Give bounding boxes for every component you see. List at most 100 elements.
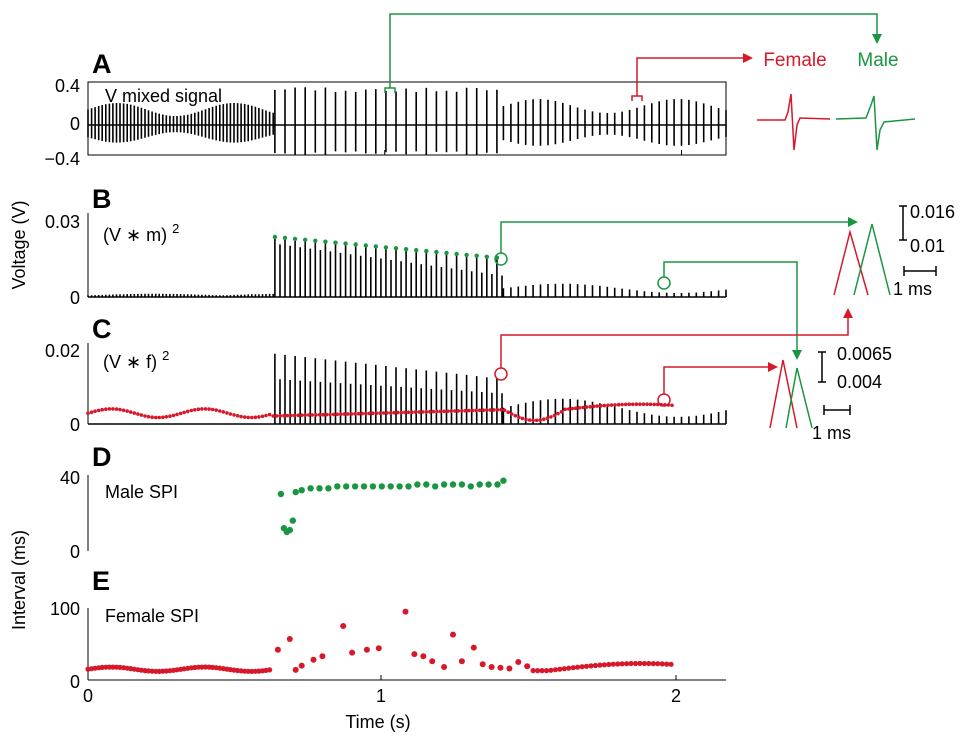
female-envelope-point <box>331 412 336 417</box>
xtick-1: 1 <box>376 686 386 706</box>
female-envelope-point <box>595 404 599 408</box>
female-envelope-point <box>510 412 514 416</box>
ytick-c-top: 0.02 <box>45 341 80 361</box>
female-spi-baseline-point <box>619 661 625 667</box>
female-envelope-point <box>289 413 293 418</box>
female-envelope-point <box>449 409 454 413</box>
female-envelope-point <box>221 410 226 414</box>
female-spi-baseline-point <box>628 660 634 667</box>
female-envelope-point <box>399 410 404 415</box>
female-envelope-point <box>232 413 236 417</box>
female-envelope-point <box>524 417 528 422</box>
female-envelope-point <box>438 409 443 414</box>
inset-c-value-scalebar <box>818 351 826 383</box>
female-spi-points <box>85 608 674 675</box>
female-envelope-point <box>485 408 489 412</box>
female-envelope-point <box>278 414 283 418</box>
panel-label-a: A <box>92 49 112 79</box>
female-envelope-point <box>164 415 169 419</box>
female-envelope-point <box>335 412 340 417</box>
inset-b-time-label: 1 ms <box>893 279 932 299</box>
female-envelope-point <box>488 408 493 412</box>
female-envelope-point <box>196 407 201 412</box>
female-envelope-point <box>371 411 375 416</box>
arrowhead-b2 <box>792 350 802 360</box>
female-envelope-point <box>638 402 642 407</box>
female-spi-baseline-point <box>597 662 603 668</box>
legend-male-label: Male <box>857 50 898 71</box>
female-envelope-point <box>620 402 624 407</box>
female-envelope-point <box>456 409 461 413</box>
inset-c-value-bottom: 0.004 <box>837 372 882 392</box>
female-envelope-point <box>420 410 425 414</box>
female-envelope-point <box>584 405 589 409</box>
female-spi-point <box>488 664 495 670</box>
female-envelope-point <box>228 412 233 416</box>
female-envelope-point <box>203 407 208 411</box>
ytick-c-bottom: 0 <box>70 415 80 435</box>
female-envelope-point <box>463 408 468 413</box>
male-spi-point <box>423 481 430 488</box>
male-peak-circle-b2 <box>657 276 671 290</box>
female-envelope-point <box>513 413 518 418</box>
male-filter-spikes <box>87 237 727 297</box>
female-envelope-point <box>214 408 218 412</box>
female-envelope-point <box>324 412 329 417</box>
female-spi-baseline-point <box>637 660 643 667</box>
female-envelope-point <box>314 413 318 417</box>
inset-b-time-scalebar <box>903 266 937 276</box>
inset-c: 0.0065 0.004 1 ms <box>769 344 892 443</box>
female-filter-spikes <box>274 353 727 424</box>
female-envelope-point <box>506 410 511 415</box>
female-envelope-point <box>599 404 603 408</box>
ytick-d-bottom: 0 <box>70 542 80 562</box>
female-envelope-point <box>125 409 129 413</box>
female-envelope-point <box>453 409 457 413</box>
female-envelope-point <box>588 405 592 409</box>
arrowhead-c1 <box>843 308 853 318</box>
male-spi-point <box>476 481 483 488</box>
female-envelope-point <box>477 408 482 413</box>
female-envelope-point <box>328 412 332 417</box>
male-peak-point <box>474 253 479 258</box>
time-axis-label: Time (s) <box>345 712 410 732</box>
male-spi-point <box>292 488 299 496</box>
female-envelope-point <box>185 409 190 414</box>
ytick-a-mid: 0 <box>70 114 80 134</box>
female-envelope-point <box>417 410 422 414</box>
female-envelope-point <box>670 403 674 408</box>
male-spi-point <box>316 485 323 492</box>
male-eod-waveform <box>835 95 916 151</box>
male-spi-point <box>396 483 403 490</box>
female-envelope-point <box>542 417 546 422</box>
panel-label-e: E <box>92 566 110 596</box>
female-envelope-point <box>346 412 350 416</box>
male-spi-point <box>405 483 412 490</box>
male-spi-point <box>351 483 359 490</box>
male-peak-markers <box>272 234 500 260</box>
female-envelope-point <box>86 411 90 416</box>
female-envelope-point <box>307 413 311 417</box>
female-spi-baseline-point <box>659 661 665 667</box>
female-envelope-point <box>349 412 354 416</box>
female-envelope-point <box>634 402 639 407</box>
male-spi-point <box>307 485 314 492</box>
panel-e: E 100 0 Female SPI 0 1 2 <box>50 566 726 706</box>
female-envelope-point <box>267 412 272 417</box>
interval-axis-label: Interval (ms) <box>9 530 29 630</box>
male-peak-point <box>272 234 278 240</box>
female-envelope-point <box>93 409 97 414</box>
female-spi-point <box>479 661 486 668</box>
female-envelope-point <box>616 402 621 407</box>
female-envelope-point <box>182 410 186 415</box>
male-spi-point <box>467 483 474 490</box>
female-envelope-point <box>577 406 582 410</box>
female-filter-trace <box>88 353 727 425</box>
male-spi-points <box>277 477 507 536</box>
female-envelope-point <box>648 402 653 407</box>
female-spi-point <box>286 636 293 642</box>
male-spi-point <box>449 481 457 488</box>
male-spi-point <box>432 483 439 490</box>
male-peak-point <box>282 235 288 241</box>
female-envelope-point <box>364 411 368 416</box>
